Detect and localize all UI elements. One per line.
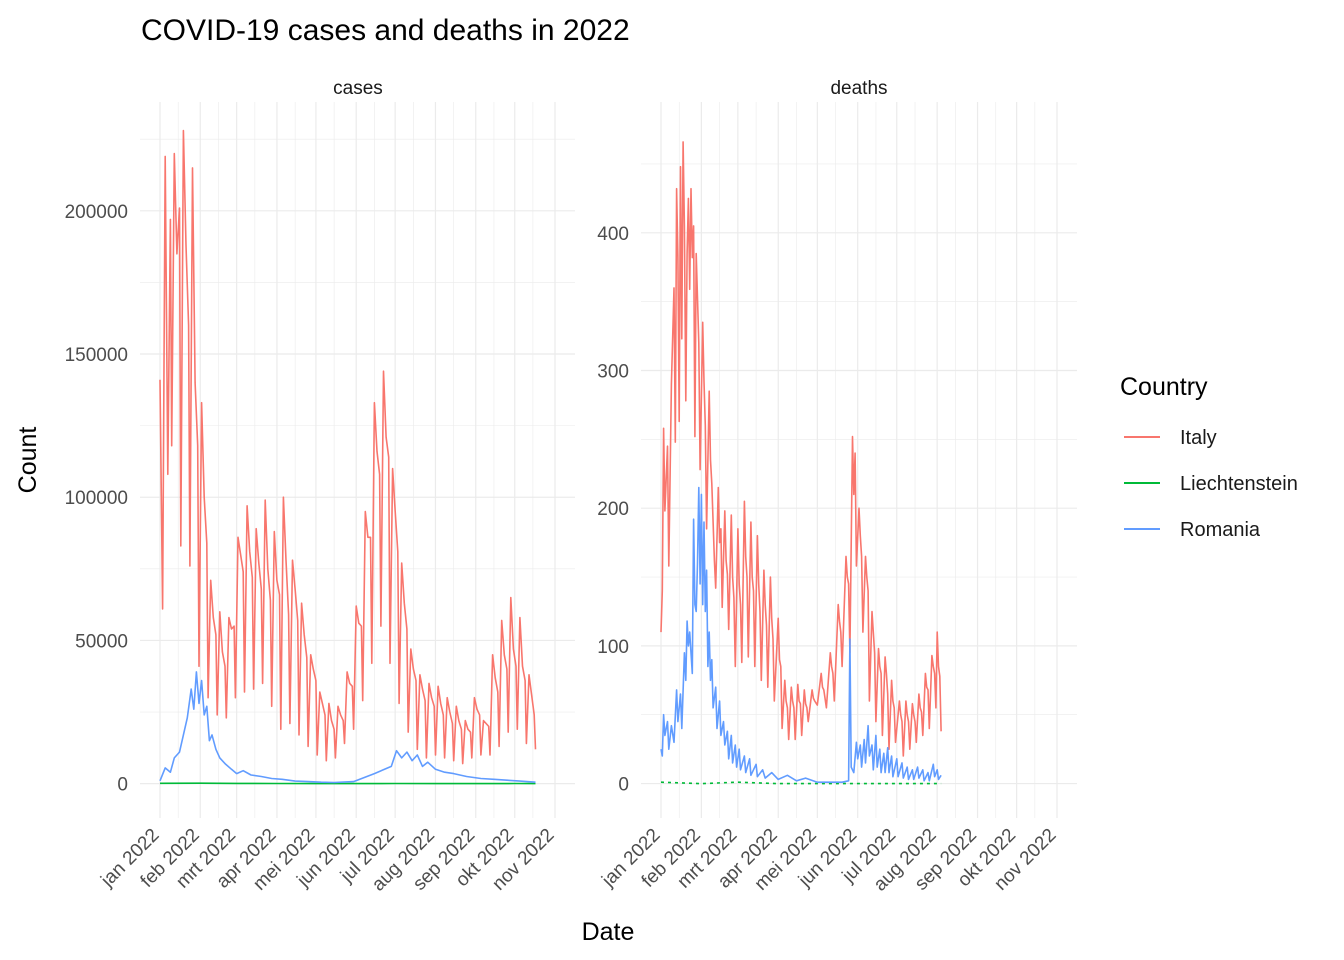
legend-label-italy: Italy bbox=[1180, 427, 1217, 449]
y-tick-label: 0 bbox=[117, 775, 128, 796]
y-tick-label: 200 bbox=[597, 499, 629, 520]
y-tick-label: 300 bbox=[597, 362, 629, 383]
strip-label-deaths: deaths bbox=[830, 78, 887, 99]
strip-label-cases: cases bbox=[333, 78, 383, 99]
legend-item-italy: Italy bbox=[1124, 427, 1217, 449]
y-tick-label: 50000 bbox=[75, 631, 128, 652]
series-line-liechtenstein bbox=[660, 781, 942, 785]
legend: Country Italy Liechtenstein Romania bbox=[1120, 373, 1298, 541]
y-tick-label: 200000 bbox=[65, 202, 128, 223]
cases-y-ticks: 0 50000 100000 150000 200000 bbox=[65, 202, 128, 796]
legend-label-romania: Romania bbox=[1180, 519, 1261, 541]
y-axis-label: Count bbox=[14, 427, 42, 494]
deaths-series bbox=[660, 141, 942, 785]
panel-cases: cases 0 50000 100000 150000 200000 jan 2022f… bbox=[65, 78, 575, 896]
deaths-grid bbox=[641, 102, 1077, 818]
y-tick-label: 150000 bbox=[65, 345, 128, 366]
chart-title: COVID-19 cases and deaths in 2022 bbox=[141, 14, 630, 47]
deaths-y-ticks: 0 100 200 300 400 bbox=[597, 224, 629, 796]
legend-item-liechtenstein: Liechtenstein bbox=[1124, 473, 1298, 495]
series-line-italy bbox=[159, 129, 537, 765]
y-tick-label: 100 bbox=[597, 637, 629, 658]
x-axis-label: Date bbox=[582, 918, 635, 946]
series-line-romania bbox=[159, 671, 536, 784]
series-line-italy bbox=[660, 141, 942, 757]
y-tick-label: 100000 bbox=[65, 488, 128, 509]
series-line-romania bbox=[660, 486, 942, 783]
y-tick-label: 400 bbox=[597, 224, 629, 245]
y-tick-label: 0 bbox=[618, 775, 629, 796]
legend-label-liechtenstein: Liechtenstein bbox=[1180, 473, 1298, 495]
legend-item-romania: Romania bbox=[1124, 519, 1261, 541]
cases-series bbox=[159, 129, 537, 785]
legend-title: Country bbox=[1120, 373, 1208, 401]
